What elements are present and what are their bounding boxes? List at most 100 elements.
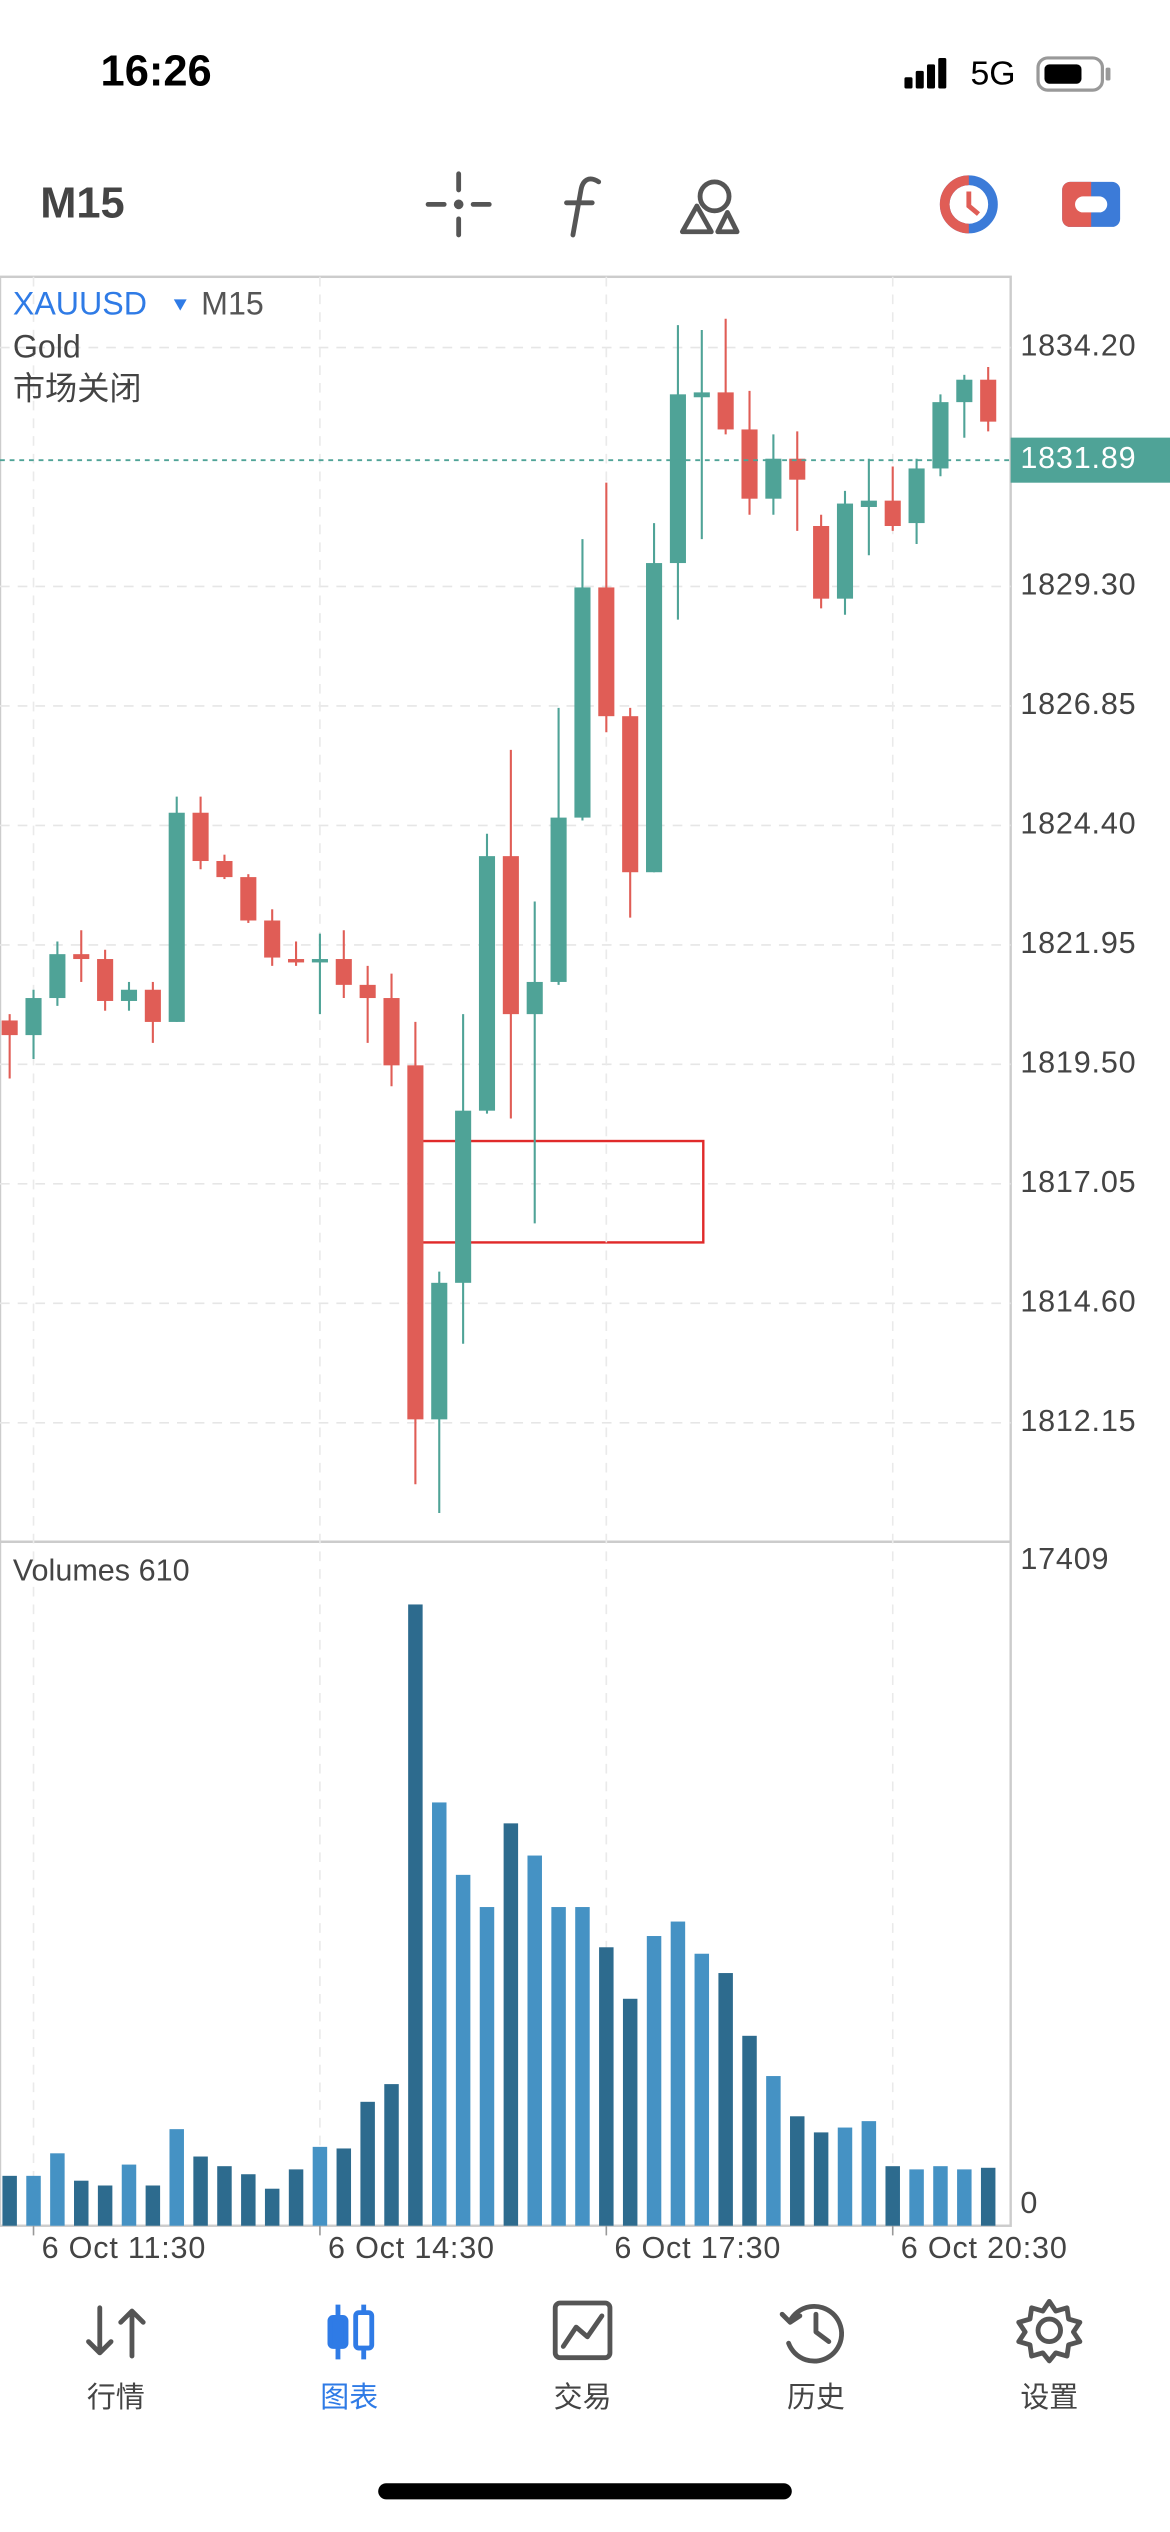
volume-bar [694, 1953, 710, 2226]
candle-body [622, 716, 639, 873]
volume-bar [599, 1947, 614, 2226]
symbol-description: Gold [13, 329, 81, 365]
signal-icon [904, 57, 947, 89]
candle-body [932, 402, 949, 469]
volume-bar [217, 2166, 232, 2226]
candle-body [693, 392, 710, 398]
candle-body [908, 468, 925, 524]
volume-tick-label: 17409 [1020, 1542, 1109, 1576]
volume-tick-label: 0 [1020, 2186, 1038, 2220]
volume-bar [121, 2164, 137, 2226]
volume-bar [813, 2132, 829, 2226]
y-tick-label: 1819.50 [1020, 1045, 1136, 1079]
volume-bar [145, 2185, 161, 2226]
candle-body [73, 954, 90, 960]
volume-bar [766, 2076, 781, 2226]
trade-circle-button[interactable] [939, 175, 998, 234]
candle-body [669, 394, 686, 564]
candle-body [168, 812, 185, 1022]
objects-button[interactable] [679, 179, 740, 235]
candle-body [120, 989, 138, 1001]
crosshair-button[interactable] [425, 171, 492, 238]
candle-body [25, 998, 42, 1036]
candle-body [478, 856, 496, 1111]
candle-body [646, 563, 663, 873]
volume-bar [360, 2101, 375, 2226]
volume-bar [670, 1921, 686, 2226]
candle-body [455, 1110, 472, 1283]
volume-bar [312, 2146, 328, 2226]
network: 5G [970, 55, 1015, 93]
volume-bar [575, 1907, 590, 2226]
candle-body [311, 959, 328, 963]
volume-bar [503, 1823, 519, 2226]
candle-body [49, 954, 66, 999]
volume-bar [455, 1874, 471, 2226]
volume-bar [718, 1973, 733, 2226]
x-tick-label: 6 Oct 14:30 [328, 2231, 495, 2265]
candle-body [598, 587, 615, 717]
candle-body [813, 525, 830, 599]
volume-bar [241, 2174, 256, 2226]
volume-bar [193, 2156, 208, 2226]
candle-body [144, 989, 161, 1022]
tab-label[interactable]: 历史 [787, 2382, 845, 2414]
volume-bar [97, 2185, 113, 2226]
chart-tab-icon[interactable] [327, 2304, 375, 2360]
clock: 16:26 [101, 48, 212, 96]
trade-tab-icon[interactable] [552, 2300, 613, 2361]
y-tick-label: 1826.85 [1020, 687, 1136, 721]
volume-bar [336, 2148, 352, 2226]
candle-body [717, 392, 734, 430]
volume-bar [909, 2169, 924, 2226]
indicators-button[interactable] [564, 176, 602, 238]
one-click-button[interactable] [1062, 181, 1121, 227]
settings-tab-icon[interactable] [1016, 2298, 1083, 2364]
y-tick-label: 1817.05 [1020, 1165, 1136, 1199]
tab-label[interactable]: 交易 [554, 2382, 612, 2414]
symbol[interactable]: XAUUSD [13, 285, 147, 321]
candle-body [216, 861, 233, 878]
y-tick-label: 1824.40 [1020, 806, 1136, 840]
tab-label[interactable]: 图表 [320, 2382, 378, 2414]
tab-label[interactable]: 行情 [87, 2382, 145, 2414]
volume-bar [980, 2167, 996, 2226]
quotes-tab-icon[interactable] [86, 2305, 146, 2359]
volume-bar [527, 1855, 542, 2226]
volume-bar [646, 1936, 662, 2226]
candle-body [550, 817, 567, 982]
battery-icon [1036, 56, 1111, 92]
last-price-label: 1831.89 [1020, 441, 1136, 475]
y-tick-label: 1834.20 [1020, 329, 1136, 363]
candle-body [240, 877, 257, 921]
volume-bar [288, 2169, 304, 2226]
history-tab-icon[interactable] [779, 2303, 845, 2364]
volume-bar [742, 2035, 757, 2226]
timeframe-button[interactable]: M15 [40, 179, 125, 227]
volume-bar [933, 2166, 948, 2226]
volume-title: Volumes 610 [13, 1553, 190, 1587]
candle-body [288, 959, 305, 963]
candle-body [359, 984, 376, 999]
candle-body [192, 812, 209, 862]
volume-bar [622, 1998, 638, 2226]
candle-body [956, 379, 973, 403]
candle-body [407, 1065, 424, 1420]
symbol-dropdown-icon[interactable] [173, 299, 187, 311]
y-tick-label: 1829.30 [1020, 568, 1136, 602]
market-status: 市场关闭 [13, 371, 142, 407]
candle-body [789, 458, 806, 480]
candle-body [264, 920, 281, 958]
candle-body [574, 587, 591, 818]
volume-bar [957, 2169, 972, 2226]
x-tick-label: 6 Oct 17:30 [614, 2231, 781, 2265]
volume-bar [2, 2175, 17, 2226]
candle-body [980, 379, 997, 422]
y-tick-label: 1814.60 [1020, 1284, 1136, 1318]
volume-bar [837, 2127, 853, 2226]
tab-label[interactable]: 设置 [1020, 2382, 1078, 2414]
candle-body [97, 959, 114, 1001]
volume-bar [264, 2188, 280, 2226]
candle-body [526, 981, 543, 1015]
